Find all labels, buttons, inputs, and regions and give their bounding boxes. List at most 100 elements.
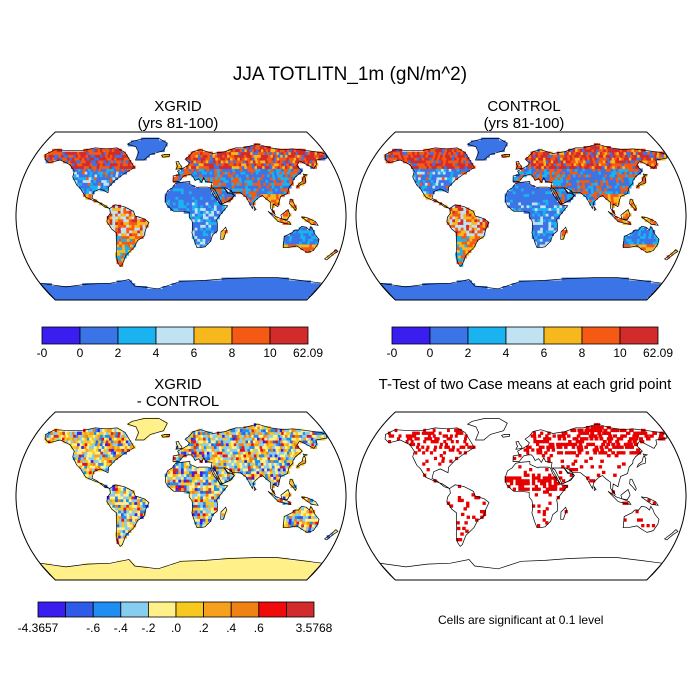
grid-cell (525, 157, 529, 161)
grid-cell (482, 221, 486, 225)
grid-cell (224, 204, 229, 209)
grid-cell (626, 235, 630, 239)
grid-cell (547, 174, 551, 178)
grid-cell (548, 157, 552, 161)
grid-cell (498, 291, 502, 295)
grid-cell (119, 154, 123, 158)
grid-cell (557, 154, 561, 158)
grid-cell (521, 283, 524, 287)
grid-cell (499, 148, 503, 153)
grid-cell (130, 143, 133, 147)
grid-cell (246, 148, 251, 153)
grid-cell (93, 179, 97, 183)
grid-cell (512, 188, 517, 192)
grid-cell (196, 176, 200, 181)
grid-cell (277, 160, 282, 164)
grid-cell (264, 174, 268, 178)
grid-cell (125, 160, 129, 164)
grid-cell (478, 148, 481, 153)
grid-cell (113, 151, 117, 155)
grid-cell (546, 294, 550, 298)
grid-cell (85, 160, 89, 164)
grid-cell (518, 190, 522, 195)
grid-cell (455, 174, 459, 178)
grid-cell (469, 165, 473, 169)
grid-cell (545, 213, 549, 217)
grid-cell (252, 168, 257, 172)
grid-cell (631, 168, 636, 172)
grid-cell (454, 165, 458, 169)
grid-cell (223, 162, 228, 167)
grid-cell (195, 151, 199, 155)
grid-cell (227, 171, 231, 175)
grid-cell (538, 291, 542, 295)
grid-cell (632, 235, 636, 239)
grid-cell (204, 280, 208, 284)
grid-cell (518, 193, 522, 197)
grid-cell (239, 179, 243, 183)
grid-cell (291, 162, 296, 167)
grid-cell (275, 176, 280, 181)
grid-cell (529, 216, 533, 220)
grid-cell (625, 241, 629, 245)
grid-cell (580, 277, 584, 281)
grid-cell (516, 294, 520, 298)
grid-cell (443, 182, 447, 186)
grid-cell (560, 174, 564, 178)
grid-cell (247, 182, 251, 186)
grid-cell (621, 294, 625, 298)
grid-cell (225, 280, 229, 284)
grid-cell (602, 168, 607, 172)
grid-cell (178, 176, 182, 181)
grid-cell (232, 171, 237, 175)
grid-cell (317, 283, 321, 287)
grid-cell (657, 283, 661, 287)
grid-cell (551, 227, 555, 231)
grid-cell (202, 241, 206, 245)
grid-cell (571, 277, 574, 281)
grid-cell (221, 193, 225, 197)
grid-cell (635, 230, 639, 234)
grid-cell (532, 283, 536, 287)
grid-cell (219, 196, 223, 200)
grid-cell (456, 260, 461, 265)
grid-cell (204, 174, 208, 178)
grid-cell (214, 154, 219, 158)
grid-cell (413, 174, 417, 178)
grid-cell (583, 288, 587, 293)
grid-cell (451, 286, 456, 290)
grid-cell (482, 224, 486, 228)
grid-cell (441, 157, 445, 161)
grid-cell (277, 148, 282, 153)
grid-cell (186, 207, 190, 211)
grid-cell (199, 244, 203, 248)
grid-cell (615, 294, 618, 298)
grid-cell (450, 283, 455, 287)
grid-cell (526, 185, 530, 189)
grid-cell (610, 148, 615, 153)
grid-cell (434, 288, 439, 293)
grid-cell (515, 182, 519, 186)
grid-cell (296, 283, 300, 287)
grid-cell (466, 280, 470, 284)
grid-cell (564, 151, 568, 155)
grid-cell (589, 157, 594, 161)
grid-cell (459, 288, 464, 293)
grid-cell (590, 188, 595, 192)
grid-cell (126, 232, 130, 237)
grid-cell (602, 179, 607, 183)
grid-cell (231, 151, 235, 155)
grid-cell (482, 297, 486, 300)
grid-cell (429, 185, 433, 189)
grid-cell (315, 283, 318, 287)
grid-cell (294, 288, 298, 293)
grid-cell (309, 227, 313, 231)
grid-cell (542, 232, 546, 237)
grid-cell (120, 216, 124, 220)
grid-cell (213, 230, 217, 234)
grid-cell (297, 291, 300, 295)
grid-cell (435, 185, 439, 189)
grid-cell (65, 160, 69, 164)
grid-cell (141, 294, 146, 298)
grid-cell (542, 291, 546, 295)
